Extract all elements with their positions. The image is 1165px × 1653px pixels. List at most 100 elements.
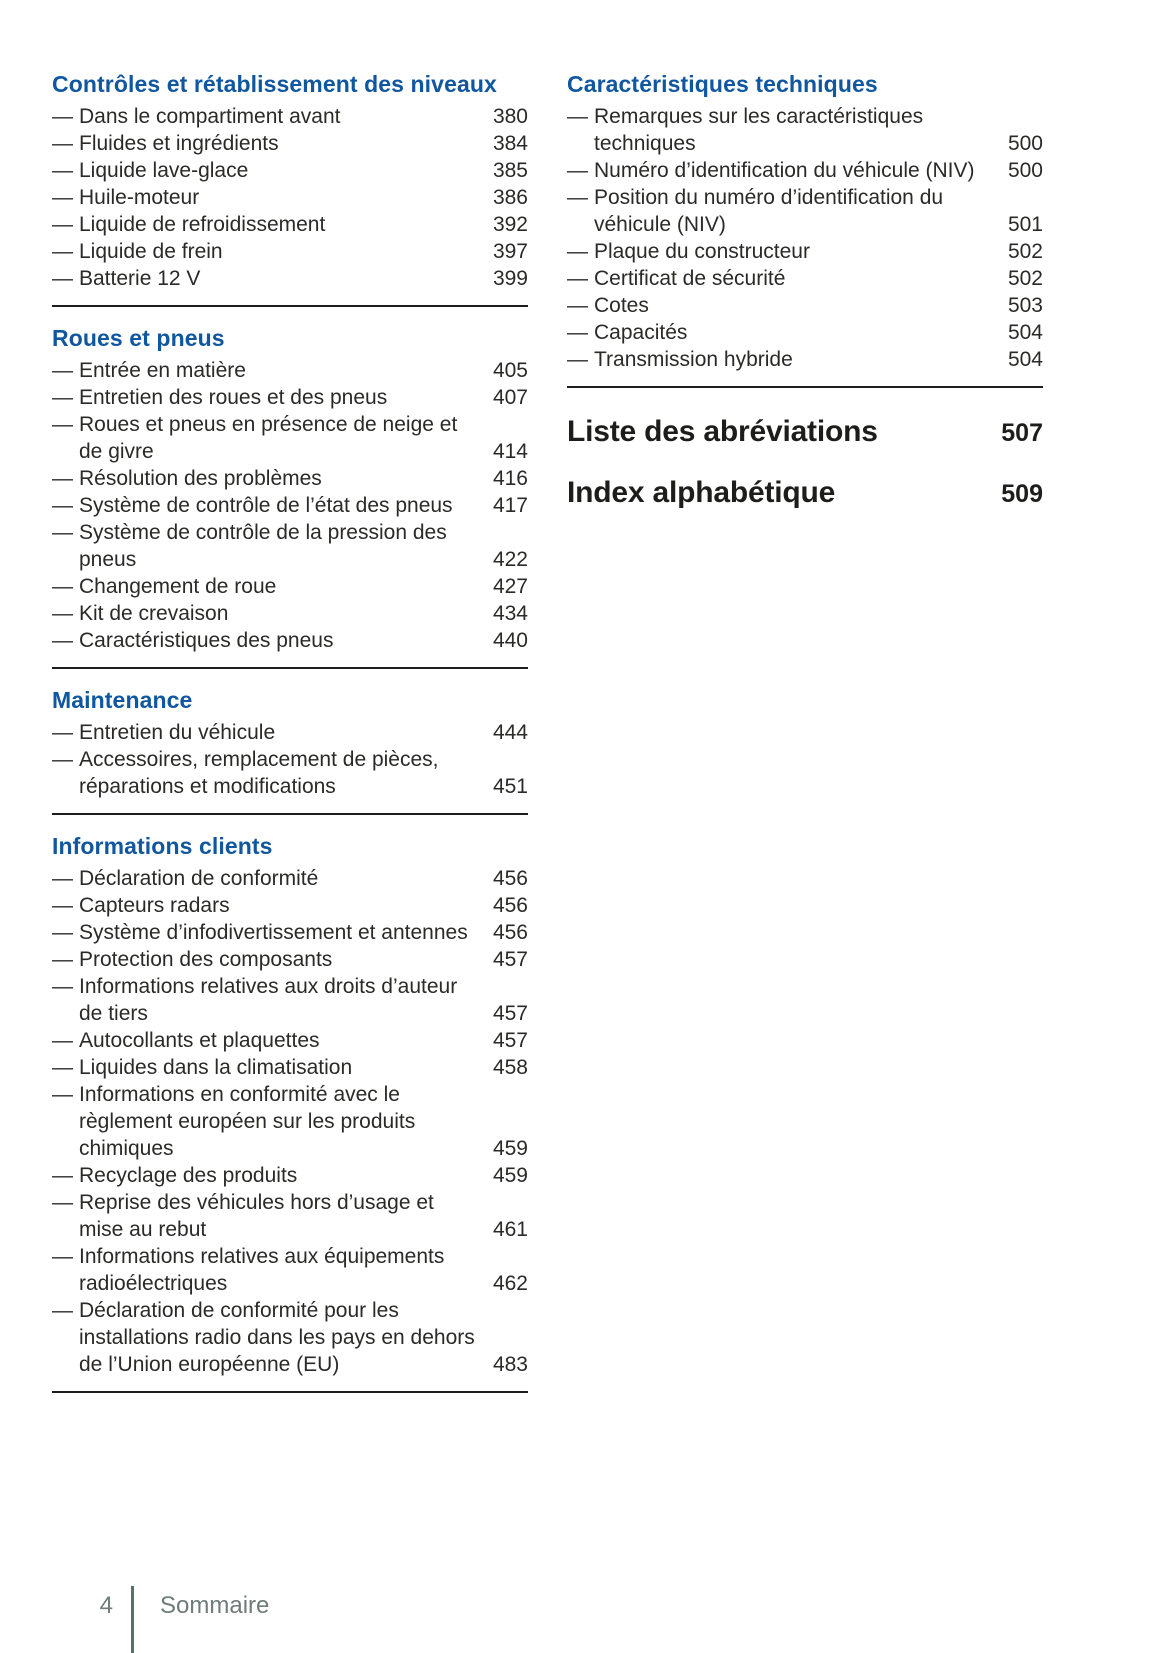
major-entry: Index alphabétique 509 bbox=[567, 476, 1043, 510]
toc-section: Maintenance Entretien du véhicule 444 Acces… bbox=[52, 686, 528, 815]
toc-entry-label: Liquide de refroidissement bbox=[52, 211, 476, 238]
toc-entry-page-number: 444 bbox=[492, 721, 528, 744]
toc-entry: Déclaration de conformité pour les insta… bbox=[52, 1297, 528, 1378]
toc-entry-page-number: 500 bbox=[1007, 159, 1043, 182]
toc-entry-label: Entretien du véhicule bbox=[52, 719, 476, 746]
toc-entry: Entretien du véhicule 444 bbox=[52, 719, 528, 746]
toc-entry-label: Remarques sur les caractéristiques techn… bbox=[567, 103, 991, 157]
toc-entry-label: Accessoires, remplacement de pièces, rép… bbox=[52, 746, 476, 800]
major-entry-page-number: 509 bbox=[1001, 480, 1043, 508]
toc-entry-label: Informations relatives aux droits d’aute… bbox=[52, 973, 476, 1027]
major-entry-page-number: 507 bbox=[1001, 419, 1043, 447]
toc-entry-label: Informations relatives aux équipements r… bbox=[52, 1243, 476, 1297]
toc-columns: Contrôles et rétablissement des niveaux D… bbox=[52, 70, 1043, 1410]
section-title: Contrôles et rétablissement des niveaux bbox=[52, 71, 497, 97]
toc-entry-page-number: 462 bbox=[492, 1272, 528, 1295]
toc-section: Informations clients Déclaration de confo… bbox=[52, 832, 528, 1393]
toc-entry: Plaque du constructeur 502 bbox=[567, 238, 1043, 265]
toc-entry-page-number: 427 bbox=[492, 575, 528, 598]
toc-section: Contrôles et rétablissement des niveaux D… bbox=[52, 70, 528, 307]
toc-entry-label: Liquide lave-glace bbox=[52, 157, 476, 184]
toc-entry-page-number: 459 bbox=[492, 1137, 528, 1160]
toc-entry-page-number: 417 bbox=[492, 494, 528, 517]
toc-entry-page-number: 422 bbox=[492, 548, 528, 571]
toc-entry-label: Dans le compartiment avant bbox=[52, 103, 476, 130]
toc-entry: Fluides et ingrédients 384 bbox=[52, 130, 528, 157]
toc-entry: Recyclage des produits 459 bbox=[52, 1162, 528, 1189]
toc-entry-page-number: 380 bbox=[492, 105, 528, 128]
toc-entry-label: Autocollants et plaquettes bbox=[52, 1027, 476, 1054]
toc-entry-page-number: 392 bbox=[492, 213, 528, 236]
toc-entry-label: Reprise des véhicules hors d’usage et mi… bbox=[52, 1189, 476, 1243]
toc-entry: Dans le compartiment avant 380 bbox=[52, 103, 528, 130]
toc-entry-label: Position du numéro d’identification du v… bbox=[567, 184, 991, 238]
toc-entry-label: Roues et pneus en présence de neige et d… bbox=[52, 411, 476, 465]
toc-entry-page-number: 483 bbox=[492, 1353, 528, 1376]
major-entry-title: Index alphabétique bbox=[567, 476, 836, 509]
toc-entry: Système de contrôle de la pression des p… bbox=[52, 519, 528, 573]
toc-entry-label: Entretien des roues et des pneus bbox=[52, 384, 476, 411]
toc-entry-label: Système de contrôle de l’état des pneus bbox=[52, 492, 476, 519]
toc-entry: Système de contrôle de l’état des pneus 4… bbox=[52, 492, 528, 519]
section-title: Informations clients bbox=[52, 833, 273, 859]
toc-entry: Caractéristiques des pneus 440 bbox=[52, 627, 528, 654]
toc-entry-label: Protection des composants bbox=[52, 946, 476, 973]
toc-entry-page-number: 502 bbox=[1007, 240, 1043, 263]
toc-entry: Système d’infodivertissement et antennes… bbox=[52, 919, 528, 946]
toc-entry-page-number: 500 bbox=[1007, 132, 1043, 155]
toc-entry-page-number: 457 bbox=[492, 1029, 528, 1052]
toc-entry-page-number: 459 bbox=[492, 1164, 528, 1187]
toc-entry-page-number: 456 bbox=[492, 894, 528, 917]
toc-entry-label: Informations en conformité avec le règle… bbox=[52, 1081, 476, 1162]
toc-entry-label: Entrée en matière bbox=[52, 357, 476, 384]
toc-entry: Liquide lave-glace 385 bbox=[52, 157, 528, 184]
toc-entry-page-number: 461 bbox=[492, 1218, 528, 1241]
toc-entry: Liquides dans la climatisation 458 bbox=[52, 1054, 528, 1081]
toc-entry: Cotes 503 bbox=[567, 292, 1043, 319]
toc-entry-page-number: 440 bbox=[492, 629, 528, 652]
toc-entry-label: Système de contrôle de la pression des p… bbox=[52, 519, 476, 573]
toc-entry: Batterie 12 V 399 bbox=[52, 265, 528, 292]
toc-entry: Protection des composants 457 bbox=[52, 946, 528, 973]
toc-entry-page-number: 399 bbox=[492, 267, 528, 290]
toc-entry-label: Système d’infodivertissement et antennes bbox=[52, 919, 476, 946]
toc-entry-label: Déclaration de conformité pour les insta… bbox=[52, 1297, 476, 1378]
toc-entry-label: Capacités bbox=[567, 319, 991, 346]
section-divider bbox=[52, 813, 528, 815]
toc-section: Caractéristiques techniques Remarques sur… bbox=[567, 70, 1043, 388]
toc-entry-label: Recyclage des produits bbox=[52, 1162, 476, 1189]
footer-page-number: 4 bbox=[99, 1592, 113, 1619]
toc-section: Roues et pneusEntrée en matière405Entret… bbox=[52, 324, 528, 669]
toc-entry-label: Certificat de sécurité bbox=[567, 265, 991, 292]
section-title: Caractéristiques techniques bbox=[567, 71, 878, 97]
toc-entry: Transmission hybride 504 bbox=[567, 346, 1043, 373]
toc-entry-label: Huile-moteur bbox=[52, 184, 476, 211]
section-divider bbox=[52, 667, 528, 669]
toc-entry-page-number: 456 bbox=[492, 867, 528, 890]
toc-entry-label: Capteurs radars bbox=[52, 892, 476, 919]
toc-entry-page-number: 457 bbox=[492, 1002, 528, 1025]
toc-entry-page-number: 502 bbox=[1007, 267, 1043, 290]
toc-entry-page-number: 386 bbox=[492, 186, 528, 209]
toc-entry-page-number: 407 bbox=[492, 386, 528, 409]
section-divider bbox=[52, 1391, 528, 1393]
toc-entry-page-number: 504 bbox=[1007, 321, 1043, 344]
toc-entry-label: Batterie 12 V bbox=[52, 265, 476, 292]
toc-entry-page-number: 384 bbox=[492, 132, 528, 155]
toc-entry-page-number: 397 bbox=[492, 240, 528, 263]
toc-entry: Reprise des véhicules hors d’usage et mi… bbox=[52, 1189, 528, 1243]
toc-entry: Changement de roue 427 bbox=[52, 573, 528, 600]
toc-entry: Autocollants et plaquettes 457 bbox=[52, 1027, 528, 1054]
toc-entry: Huile-moteur 386 bbox=[52, 184, 528, 211]
toc-entry-page-number: 501 bbox=[1007, 213, 1043, 236]
toc-entry-label: Fluides et ingrédients bbox=[52, 130, 476, 157]
major-entry-title: Liste des abréviations bbox=[567, 415, 878, 448]
toc-entry: Certificat de sécurité 502 bbox=[567, 265, 1043, 292]
toc-entry: Numéro d’identification du véhicule (NIV… bbox=[567, 157, 1043, 184]
toc-entry-label: Déclaration de conformité bbox=[52, 865, 476, 892]
toc-entry-page-number: 385 bbox=[492, 159, 528, 182]
toc-entry: Entretien des roues et des pneus 407 bbox=[52, 384, 528, 411]
toc-entry-label: Cotes bbox=[567, 292, 991, 319]
section-divider bbox=[52, 305, 528, 307]
